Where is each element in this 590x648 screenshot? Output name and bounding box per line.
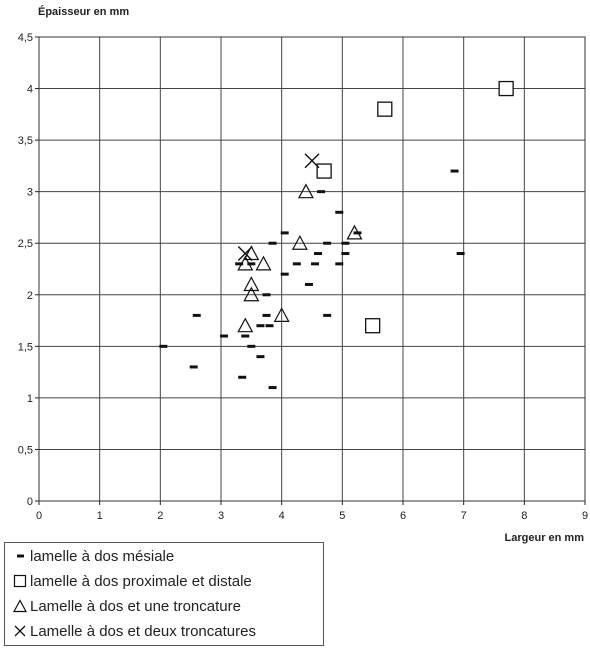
point-lamelle-mesiale	[335, 210, 344, 214]
point-lamelle-mesiale	[292, 262, 301, 266]
point-lamelle-mesiale	[304, 282, 313, 286]
point-lamelle-deux-troncatures	[237, 246, 253, 262]
y-tick-label: 1	[27, 393, 33, 405]
x-tick-label: 7	[461, 510, 467, 522]
point-lamelle-mesiale	[314, 252, 323, 256]
y-tick-label: 0,5	[18, 444, 33, 456]
point-lamelle-une-troncature	[237, 255, 254, 271]
point-lamelle-mesiale	[323, 313, 332, 317]
point-lamelle-mesiale	[247, 344, 256, 348]
point-lamelle-mesiale	[341, 241, 350, 245]
point-lamelle-une-troncature	[297, 183, 314, 199]
x-tick-label: 6	[400, 510, 406, 522]
y-tick-label: 4	[27, 84, 33, 96]
x-axis-label: Largeur en mm	[504, 532, 584, 544]
legend-label-proximale: lamelle à dos proximale et distale	[30, 572, 252, 590]
cross-marker-icon	[14, 625, 26, 637]
point-lamelle-une-troncature	[346, 224, 363, 240]
point-lamelle-mesiale	[311, 262, 320, 266]
x-tick-label: 5	[339, 510, 345, 522]
legend-item-mesiale: lamelle à dos mésiale	[13, 545, 174, 567]
point-lamelle-mesiale	[450, 169, 459, 173]
point-lamelle-mesiale	[220, 334, 229, 338]
point-lamelle-une-troncature	[291, 234, 308, 250]
point-lamelle-mesiale	[247, 262, 256, 266]
point-lamelle-mesiale	[192, 313, 201, 317]
point-lamelle-mesiale	[189, 365, 198, 369]
x-tick-label: 0	[36, 510, 42, 522]
point-lamelle-deux-troncatures	[304, 153, 320, 169]
point-lamelle-proximale-distale	[498, 80, 514, 97]
point-lamelle-mesiale	[159, 344, 168, 348]
x-tick-label: 4	[279, 510, 285, 522]
y-tick-label: 3,5	[18, 135, 33, 147]
legend-label-une-troncature: Lamelle à dos et une troncature	[30, 597, 241, 615]
point-lamelle-mesiale	[456, 252, 465, 256]
triangle-marker-icon	[13, 599, 27, 613]
point-lamelle-mesiale	[265, 324, 274, 328]
square-marker-icon	[13, 574, 27, 588]
point-lamelle-mesiale	[256, 355, 265, 359]
point-lamelle-une-troncature	[255, 255, 272, 271]
y-tick-label: 3	[27, 187, 33, 199]
dash-marker-icon	[17, 554, 24, 558]
y-tick-label: 0	[27, 496, 33, 508]
point-lamelle-mesiale	[341, 252, 350, 256]
point-lamelle-proximale-distale	[316, 163, 332, 179]
point-lamelle-une-troncature	[273, 307, 290, 322]
x-tick-label: 2	[157, 510, 163, 522]
legend: lamelle à dos mésiale lamelle à dos prox…	[4, 542, 324, 646]
point-lamelle-mesiale	[353, 231, 362, 235]
point-lamelle-mesiale	[238, 375, 247, 379]
point-lamelle-mesiale	[268, 241, 277, 245]
scatter-chart: 0 1 2 3 4 5 6 7 8 9 0 0,5 1 1,5 2 2,5 3 3,5 4 4,5	[18, 32, 588, 522]
legend-label-deux-troncatures: Lamelle à dos et deux troncatures	[30, 622, 256, 640]
y-tick-label: 1,5	[18, 341, 33, 353]
legend-label-mesiale: lamelle à dos mésiale	[30, 547, 175, 565]
point-lamelle-mesiale	[317, 190, 326, 194]
legend-item-une-troncature: Lamelle à dos et une troncature	[13, 595, 241, 617]
point-lamelle-mesiale	[280, 272, 289, 276]
point-lamelle-une-troncature	[237, 317, 254, 333]
point-lamelle-mesiale	[256, 324, 265, 328]
y-tick-label: 2,5	[18, 238, 33, 250]
legend-item-deux-troncatures: Lamelle à dos et deux troncatures	[13, 620, 256, 642]
point-lamelle-une-troncature	[243, 276, 260, 292]
point-lamelle-mesiale	[280, 231, 289, 235]
y-axis-label: Épaisseur en mm	[38, 6, 130, 18]
x-tick-label: 1	[97, 510, 103, 522]
y-tick-label: 4,5	[18, 32, 33, 44]
point-lamelle-une-troncature	[243, 286, 260, 302]
point-lamelle-mesiale	[268, 386, 277, 390]
point-lamelle-mesiale	[241, 334, 250, 338]
legend-item-proximale: lamelle à dos proximale et distale	[13, 570, 252, 592]
x-tick-label: 8	[521, 510, 527, 522]
point-lamelle-mesiale	[323, 241, 332, 245]
point-lamelle-proximale-distale	[365, 318, 381, 334]
point-lamelle-mesiale	[262, 293, 271, 297]
point-lamelle-proximale-distale	[377, 101, 393, 117]
point-lamelle-mesiale	[335, 262, 344, 266]
point-lamelle-mesiale	[262, 313, 271, 317]
y-tick-label: 2	[27, 290, 33, 302]
x-tick-label: 9	[582, 510, 588, 522]
plot-frame	[38, 36, 586, 502]
x-tick-label: 3	[218, 510, 224, 522]
point-lamelle-mesiale	[235, 262, 244, 266]
